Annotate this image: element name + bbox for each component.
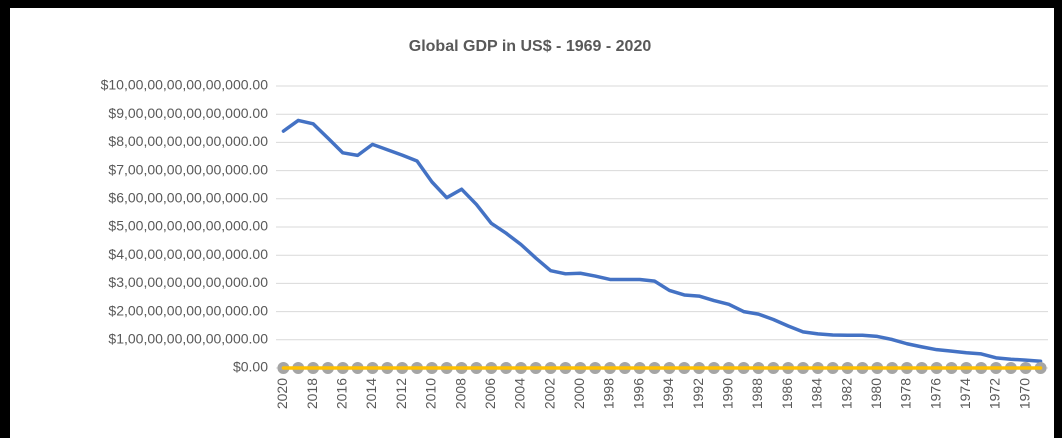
chart-frame: Global GDP in US$ - 1969 - 2020 $0.00 $1,… xyxy=(10,8,1054,438)
chart-title: Global GDP in US$ - 1969 - 2020 xyxy=(409,38,652,55)
x-tick-label: 1972 xyxy=(987,378,1003,409)
y-tick-label: $6,00,00,00,00,00,000.00 xyxy=(108,190,268,206)
y-tick-label: $4,00,00,00,00,00,000.00 xyxy=(108,246,268,262)
x-tick-label: 2018 xyxy=(304,378,320,409)
x-tick-label: 1998 xyxy=(601,378,617,409)
x-tick-label: 2014 xyxy=(363,378,379,409)
x-tick-label: 1982 xyxy=(838,378,854,409)
x-tick-label: 2020 xyxy=(274,378,290,409)
series-line xyxy=(281,118,1043,363)
x-tick-label: 1978 xyxy=(898,378,914,409)
y-tick-label: $5,00,00,00,00,00,000.00 xyxy=(108,218,268,234)
y-tick-label: $2,00,00,00,00,00,000.00 xyxy=(108,302,268,318)
x-tick-label: 1986 xyxy=(779,378,795,409)
x-tick-label: 1970 xyxy=(1016,378,1032,409)
y-tick-label: $9,00,00,00,00,00,000.00 xyxy=(108,105,268,121)
y-tick-label: $0.00 xyxy=(233,359,268,375)
y-tick-label: $3,00,00,00,00,00,000.00 xyxy=(108,274,268,290)
x-tick-label: 1988 xyxy=(749,378,765,409)
x-tick-label: 1974 xyxy=(957,378,973,409)
y-tick-label: $7,00,00,00,00,00,000.00 xyxy=(108,161,268,177)
x-tick-label: 1994 xyxy=(660,378,676,409)
x-tick-label: 1992 xyxy=(690,378,706,409)
x-tick-label: 1984 xyxy=(809,378,825,409)
x-tick-label: 1980 xyxy=(868,378,884,409)
x-tick-label: 2002 xyxy=(541,378,557,409)
x-tick-label: 1996 xyxy=(630,378,646,409)
x-tick-label: 1990 xyxy=(720,378,736,409)
x-tick-label: 2008 xyxy=(452,378,468,409)
x-tick-label: 2004 xyxy=(512,378,528,409)
y-tick-label: $10,00,00,00,00,00,000.00 xyxy=(101,77,269,93)
y-tick-label: $1,00,00,00,00,00,000.00 xyxy=(108,331,268,347)
x-tick-label: 2010 xyxy=(423,378,439,409)
x-tick-label: 2006 xyxy=(482,378,498,409)
chart: Global GDP in US$ - 1969 - 2020 $0.00 $1,… xyxy=(101,38,1048,409)
x-tick-label: 1976 xyxy=(927,378,943,409)
x-tick-label: 2016 xyxy=(334,378,350,409)
x-tick-label: 2000 xyxy=(571,378,587,409)
x-tick-label: 2012 xyxy=(393,378,409,409)
y-tick-label: $8,00,00,00,00,00,000.00 xyxy=(108,133,268,149)
